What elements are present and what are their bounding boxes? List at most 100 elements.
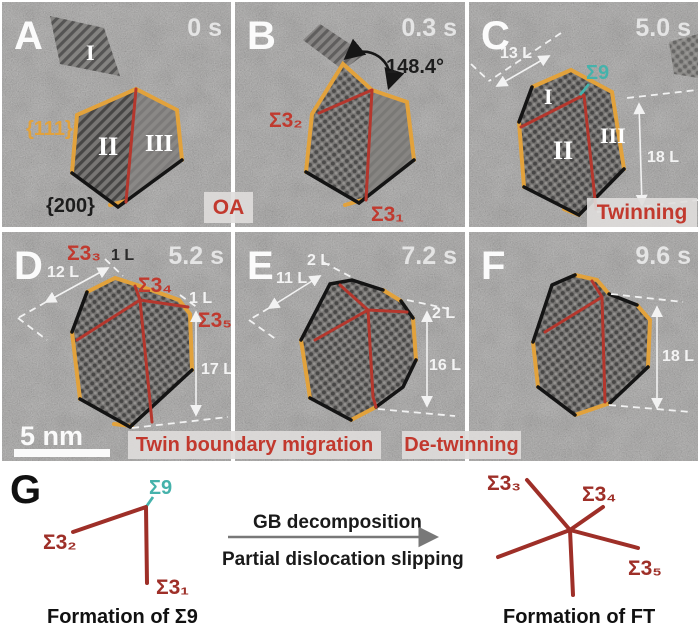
sigma3-2-label: Σ3₂ (43, 531, 77, 554)
length-16l-label: 16 L (429, 357, 461, 374)
facet-200-outline (70, 158, 184, 210)
sigma9-label: Σ9 (149, 477, 172, 499)
panel-e: 2 L 11 L 2 L 16 L E 7.2 s (235, 232, 465, 461)
nanoparticle (517, 67, 626, 218)
sigma9-junction-diagram: Σ9 Σ3₂ Σ3₁ Formation of Σ9 (43, 477, 198, 628)
facet-111-outline (531, 273, 653, 417)
process-label-top: GB decomposition (253, 512, 422, 533)
length-2l-right-label: 2 L (432, 305, 455, 322)
sigma3-4-label: Σ3₄ (138, 274, 172, 297)
panel-c: 13 L Σ9 I II III 18 L C 5.0 s (469, 2, 698, 227)
angle-arc-arrow (343, 38, 405, 90)
measurements (470, 32, 698, 213)
twin-boundaries (75, 284, 190, 424)
schematic-background (0, 465, 700, 631)
sigma3-1-label: Σ3₁ (371, 203, 404, 226)
oa-banner: OA (204, 192, 253, 223)
neighbor-particle-patch (669, 34, 698, 78)
process-arrow: GB decomposition Partial dislocation sli… (222, 512, 464, 570)
process-label-bottom: Partial dislocation slipping (222, 549, 464, 570)
grain-label-ii: II (98, 132, 118, 161)
facet-111-label: {111} (26, 118, 73, 140)
grain-label-i: I (544, 84, 553, 109)
facet-200-outline (304, 158, 416, 206)
measurements (248, 261, 456, 417)
twin-boundary (124, 87, 138, 204)
twin-boundary-lines (496, 478, 640, 597)
fivefold-twin-diagram: Σ3₃ Σ3₄ Σ3₅ Formation of FT (487, 472, 662, 628)
grain-label-iii: III (145, 131, 173, 157)
timestamp: 7.2 s (401, 242, 457, 270)
sigma3-2-label: Σ3₂ (269, 109, 303, 132)
panel-g: G Σ9 Σ3₂ Σ3₁ Formation of Σ9 GB decompos… (0, 465, 700, 631)
timestamp: 9.6 s (635, 242, 691, 270)
grain-i-patch (50, 16, 120, 76)
timestamp: 0.3 s (401, 14, 457, 42)
panel-a: A 0 s I {111} II III {200} (2, 2, 231, 227)
panel-letter: A (14, 14, 43, 58)
length-12l-label: 12 L (47, 264, 79, 281)
panel-b-micrograph: 148.4° Σ3₂ Σ3₁ B 0.3 s (235, 2, 465, 227)
angle-label: 148.4° (386, 56, 444, 78)
length-17l-label: 17 L (201, 361, 231, 378)
sigma3-5-label: Σ3₅ (198, 309, 231, 332)
twinning-banner: Twinning (587, 198, 697, 227)
panel-a-micrograph: A 0 s I {111} II III {200} (2, 2, 231, 227)
grain-label-i: I (86, 40, 95, 65)
nanoparticle (70, 275, 194, 430)
caption-formation-sigma9: Formation of Σ9 (47, 606, 198, 628)
nanoparticle (304, 60, 416, 207)
twin-boundary-migration-banner: Twin boundary migration (128, 431, 381, 459)
panel-c-micrograph: 13 L Σ9 I II III 18 L C 5.0 s (469, 2, 698, 227)
nanoparticle (531, 273, 653, 417)
twin-boundary-lines (71, 505, 149, 585)
panel-d-micrograph: Σ3₃ 1 L 12 L Σ3₄ 1 L Σ3₅ 17 L 5 nm D 5.2… (2, 232, 231, 461)
panel-letter: B (247, 14, 276, 58)
nanoparticle (70, 86, 184, 210)
sigma3-5-label: Σ3₅ (628, 557, 662, 580)
panel-e-micrograph: 2 L 11 L 2 L 16 L E 7.2 s (235, 232, 465, 461)
facet-200-outline (531, 273, 650, 417)
sigma3-3-label: Σ3₃ (67, 242, 101, 265)
panel-letter: G (10, 468, 41, 512)
panel-f-micrograph: 18 L F 9.6 s (469, 232, 698, 461)
facet-200-outline (299, 278, 418, 422)
scale-bar-line (14, 449, 110, 457)
measurements (608, 293, 692, 413)
sigma9-tick (144, 496, 155, 508)
panel-b: 148.4° Σ3₂ Σ3₁ B 0.3 s (235, 2, 465, 227)
scale-bar-label: 5 nm (20, 421, 83, 451)
de-twinning-banner: De-twinning (402, 431, 521, 459)
timestamp: 0 s (187, 14, 222, 42)
length-1l-right-label: 1 L (189, 290, 212, 307)
facet-200-label: {200} (46, 195, 95, 217)
panel-letter: D (14, 244, 43, 288)
measurements (17, 258, 229, 429)
facet-111-outline (299, 288, 418, 422)
length-18l-label: 18 L (647, 149, 679, 166)
length-1l-top-label: 1 L (111, 247, 134, 264)
sigma3-3-label: Σ3₃ (487, 472, 521, 495)
sigma9-tick (578, 83, 591, 96)
twin-boundaries (317, 88, 374, 202)
nanoparticle (299, 278, 418, 422)
panel-g-schematic: G Σ9 Σ3₂ Σ3₁ Formation of Σ9 GB decompos… (0, 465, 700, 631)
facet-200-outline (517, 85, 626, 218)
twin-boundaries (519, 93, 598, 211)
scale-bar: 5 nm (14, 421, 110, 457)
panel-d: Σ3₃ 1 L 12 L Σ3₄ 1 L Σ3₅ 17 L 5 nm D 5.2… (2, 232, 231, 461)
panel-f: 18 L F 9.6 s (469, 232, 698, 461)
length-18l-label: 18 L (662, 348, 694, 365)
length-11l-label: 11 L (276, 270, 307, 287)
grain-label-iii: III (600, 123, 626, 148)
panel-letter: E (247, 244, 274, 288)
grain-label-ii: II (553, 136, 573, 165)
twin-boundaries (543, 279, 607, 404)
length-13l-label: 13 L (500, 45, 532, 62)
sigma9-label: Σ9 (586, 62, 609, 84)
panel-letter: F (481, 244, 505, 288)
twin-boundaries (313, 283, 409, 409)
caption-formation-ft: Formation of FT (503, 606, 655, 628)
timestamp: 5.0 s (635, 14, 691, 42)
